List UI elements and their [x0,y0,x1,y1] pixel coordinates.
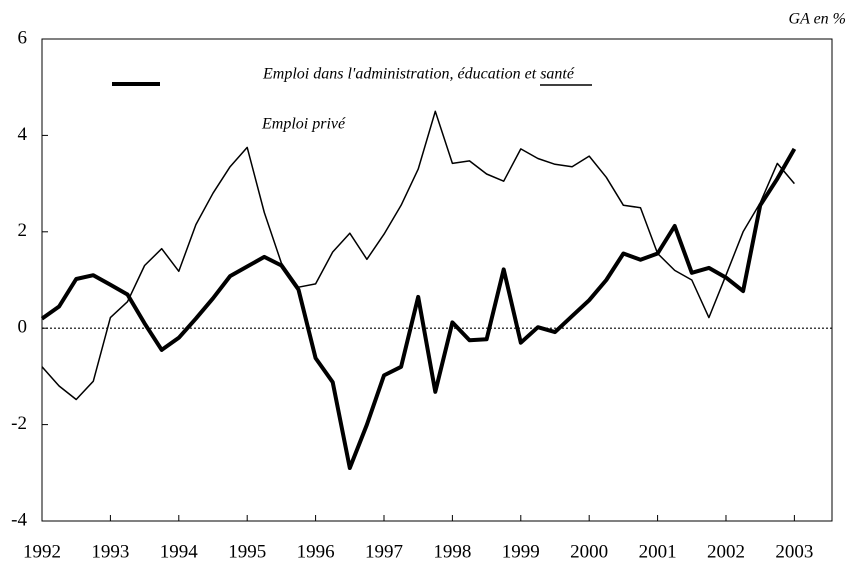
y-tick-label: 6 [18,27,28,48]
x-tick-label: 1994 [160,541,199,562]
x-tick-label: 1998 [433,541,471,562]
series-line [41,110,795,401]
series-line [40,147,797,470]
x-tick-label: 1997 [365,541,403,562]
y-tick-label: 0 [18,317,28,338]
x-tick-label: 2000 [570,541,608,562]
x-tick-label: 1995 [228,541,266,562]
legend-label: Emploi privé [261,116,346,133]
x-tick-label: 1996 [297,541,335,562]
x-tick-label: 2003 [775,541,813,562]
y-tick-label: -2 [11,413,27,434]
x-tick-label: 1999 [502,541,540,562]
y-tick-label: 4 [18,124,28,145]
plot-frame [41,38,833,522]
y-tick-label: -4 [11,509,27,530]
unit-label: GA en % [789,11,846,28]
x-tick-label: 1992 [23,541,61,562]
legend-label: Emploi dans l'administration, éducation … [262,66,575,83]
y-tick-label: 2 [18,220,28,241]
x-tick-label: 2002 [707,541,745,562]
x-tick-label: 2001 [639,541,677,562]
x-tick-label: 1993 [91,541,129,562]
